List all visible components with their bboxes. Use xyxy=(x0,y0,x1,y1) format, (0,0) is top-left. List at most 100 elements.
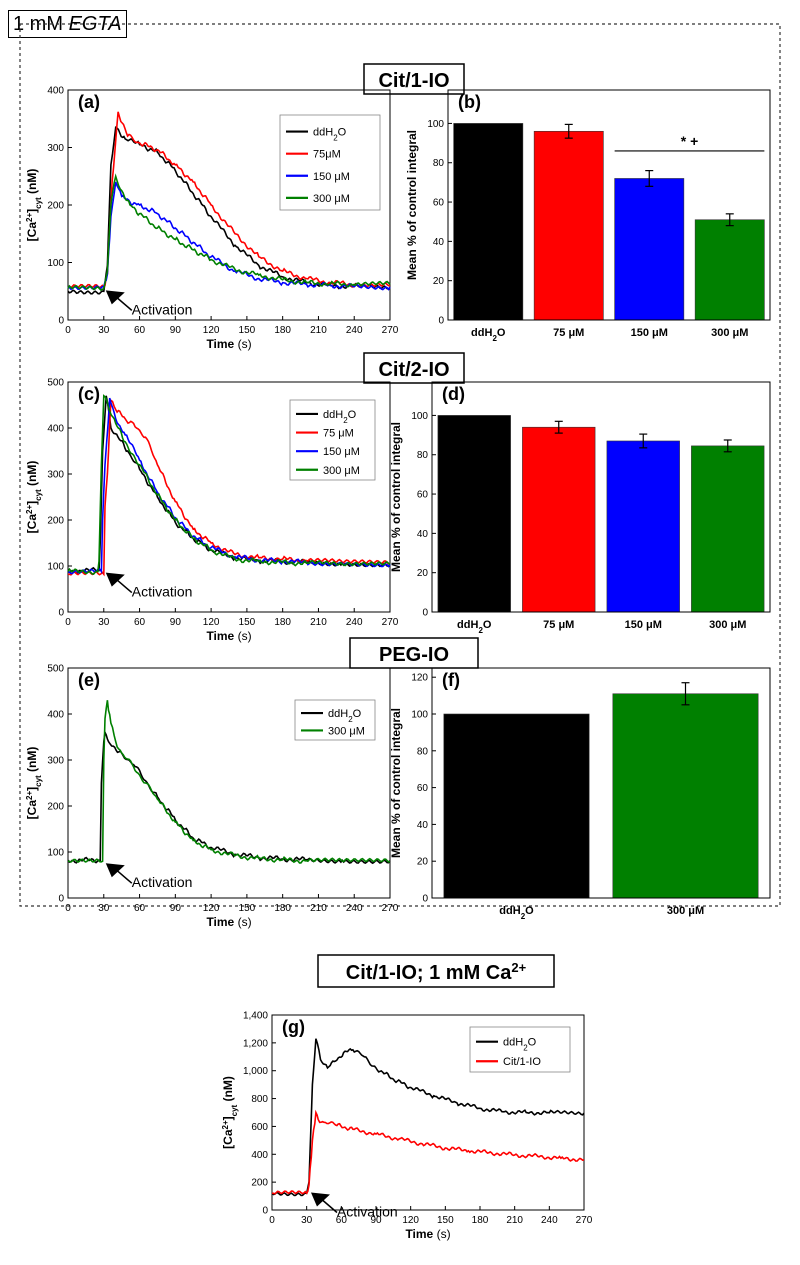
y-tick-label: 600 xyxy=(251,1122,268,1133)
legend-label: ddH2O xyxy=(328,708,362,724)
x-axis-label: Time (s) xyxy=(206,629,251,643)
x-tick-label: 120 xyxy=(203,903,220,914)
series-line-2 xyxy=(67,181,391,291)
legend-label: 300 μM xyxy=(328,725,365,737)
y-tick-label: 100 xyxy=(411,411,428,422)
section-title-cit2: Cit/2-IO xyxy=(363,352,465,384)
category-label: 150 μM xyxy=(631,327,668,339)
x-axis-label: Time (s) xyxy=(206,337,251,351)
plot-frame xyxy=(447,89,771,321)
x-tick-label: 90 xyxy=(170,903,182,914)
y-tick-label: 200 xyxy=(47,802,64,813)
x-tick-label: 270 xyxy=(382,325,399,336)
bar-0 xyxy=(443,713,590,899)
bar-1 xyxy=(522,426,596,613)
x-tick-label: 240 xyxy=(346,617,363,628)
legend-label: Cit/1-IO xyxy=(503,1056,541,1068)
x-tick-label: 60 xyxy=(134,903,146,914)
y-axis-label: Mean % of control integral xyxy=(389,422,403,572)
category-label: 75 μM xyxy=(553,327,584,339)
y-tick-label: 400 xyxy=(47,86,64,97)
activation-label: Activation xyxy=(132,301,193,317)
bar-2 xyxy=(606,440,680,613)
legend-label: 150 μM xyxy=(323,446,360,458)
y-tick-label: 0 xyxy=(422,894,428,905)
y-axis-label: [Ca2+]cyt (nM) xyxy=(25,169,43,242)
x-tick-label: 90 xyxy=(170,325,182,336)
section-title-ca: Cit/1-IO; 1 mM Ca2+ xyxy=(317,954,555,988)
x-tick-label: 120 xyxy=(402,1215,419,1226)
x-tick-label: 240 xyxy=(346,903,363,914)
bar-2 xyxy=(614,178,685,321)
legend-label: ddH2O xyxy=(323,409,357,425)
panel-label: (e) xyxy=(78,670,100,690)
series-line-3 xyxy=(67,394,391,575)
activation-label: Activation xyxy=(132,874,193,890)
legend-label: 300 μM xyxy=(323,465,360,477)
svg-text:Cit/2-IO: Cit/2-IO xyxy=(378,359,449,381)
activation-label: Activation xyxy=(132,584,193,600)
legend-box xyxy=(469,1026,571,1073)
svg-text:Cit/1-IO: Cit/1-IO xyxy=(378,70,449,92)
y-tick-label: 1,000 xyxy=(243,1066,268,1077)
bar-3 xyxy=(694,219,765,321)
activation-arrow-line xyxy=(322,1199,338,1214)
svg-text:PEG-IO: PEG-IO xyxy=(379,644,449,666)
x-tick-label: 30 xyxy=(301,1215,313,1226)
section-title-peg: PEG-IO xyxy=(349,637,479,669)
category-label: ddH2O xyxy=(471,327,506,343)
bar-0 xyxy=(453,123,524,321)
x-tick-label: 240 xyxy=(346,325,363,336)
y-tick-label: 0 xyxy=(438,316,444,327)
x-tick-label: 150 xyxy=(437,1215,454,1226)
x-tick-label: 30 xyxy=(98,903,110,914)
svg-text:Cit/1-IO; 1 mM Ca2+: Cit/1-IO; 1 mM Ca2+ xyxy=(346,960,527,985)
x-tick-label: 0 xyxy=(65,617,71,628)
x-tick-label: 210 xyxy=(310,325,327,336)
bar-1 xyxy=(612,693,759,899)
y-tick-label: 300 xyxy=(47,143,64,154)
bar-3 xyxy=(691,445,765,613)
y-tick-label: 20 xyxy=(417,857,429,868)
series-line-1 xyxy=(272,1109,585,1195)
chart-panel-a: 0 30 60 90 120 150 180 210 240 270 0 100 200 300 400 Ti… xyxy=(25,86,399,352)
activation-label: Activation xyxy=(337,1204,398,1220)
x-tick-label: 150 xyxy=(239,325,256,336)
y-tick-label: 60 xyxy=(433,198,445,209)
y-tick-label: 120 xyxy=(411,673,428,684)
x-tick-label: 0 xyxy=(65,325,71,336)
x-tick-label: 210 xyxy=(310,903,327,914)
y-tick-label: 100 xyxy=(427,119,444,130)
panel-label: (f) xyxy=(442,670,460,690)
y-tick-label: 200 xyxy=(47,201,64,212)
series-line-1 xyxy=(68,398,391,577)
y-tick-label: 80 xyxy=(417,450,429,461)
y-tick-label: 200 xyxy=(251,1178,268,1189)
x-tick-label: 60 xyxy=(336,1215,348,1226)
series-line-1 xyxy=(68,111,391,289)
legend-label: 75 μM xyxy=(323,428,354,440)
y-tick-label: 80 xyxy=(433,158,445,169)
series-line-0 xyxy=(271,1038,585,1197)
legend-label: ddH2O xyxy=(503,1037,537,1053)
panel-label: (d) xyxy=(442,384,465,404)
activation-arrow xyxy=(105,290,125,305)
y-tick-label: 20 xyxy=(417,568,429,579)
category-label: 300 μM xyxy=(667,905,704,917)
chart-panel-d: ddH2O 75 μM 150 μM 300 μM 0 20 40 60 80 100 Mean %… xyxy=(389,381,771,635)
x-tick-label: 60 xyxy=(134,617,146,628)
x-tick-label: 150 xyxy=(239,617,256,628)
x-tick-label: 150 xyxy=(239,903,256,914)
y-tick-label: 500 xyxy=(47,664,64,675)
x-tick-label: 180 xyxy=(274,325,291,336)
plot-frame xyxy=(431,667,771,899)
x-tick-label: 0 xyxy=(269,1215,275,1226)
y-tick-label: 100 xyxy=(411,710,428,721)
significance-label: * + xyxy=(681,133,699,149)
section-title-ca-superscript: 2+ xyxy=(511,960,526,975)
y-tick-label: 100 xyxy=(47,258,64,269)
y-tick-label: 400 xyxy=(47,710,64,721)
y-axis-label: [Ca2+]cyt (nM) xyxy=(25,461,43,534)
legend-label: 300 μM xyxy=(313,193,350,205)
